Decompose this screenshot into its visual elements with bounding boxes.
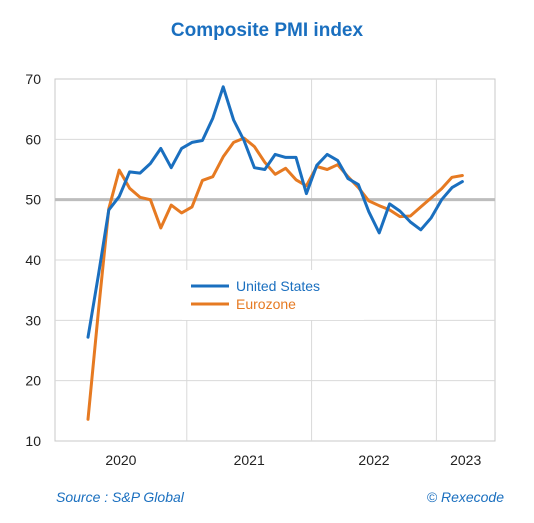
series-line-united-states xyxy=(86,85,464,339)
series-line-eurozone xyxy=(86,136,464,421)
copyright-note: © Rexecode xyxy=(426,489,504,505)
y-tick-label: 70 xyxy=(25,71,41,87)
y-tick-label: 10 xyxy=(25,433,41,449)
source-note: Source : S&P Global xyxy=(56,489,184,505)
y-tick-label: 20 xyxy=(25,373,41,389)
x-axis-ticks: 2020 2021 2022 2023 xyxy=(105,452,481,468)
y-tick-label: 50 xyxy=(25,192,41,208)
x-tick-label: 2023 xyxy=(450,452,481,468)
legend-label-united-states: United States xyxy=(236,278,320,294)
x-tick-label: 2020 xyxy=(105,452,136,468)
y-axis-ticks: 10 20 30 40 50 60 70 xyxy=(25,71,41,449)
x-tick-label: 2021 xyxy=(234,452,265,468)
chart-title: Composite PMI index xyxy=(170,20,364,41)
chart-legend: United States Eurozone xyxy=(182,270,364,320)
x-tick-label: 2022 xyxy=(358,452,389,468)
y-tick-label: 30 xyxy=(25,312,41,328)
y-tick-label: 40 xyxy=(25,252,41,268)
chart-series xyxy=(86,85,464,421)
legend-box xyxy=(182,270,364,320)
chart-grid xyxy=(54,78,496,442)
legend-label-eurozone: Eurozone xyxy=(236,296,296,312)
y-tick-label: 60 xyxy=(25,131,41,147)
